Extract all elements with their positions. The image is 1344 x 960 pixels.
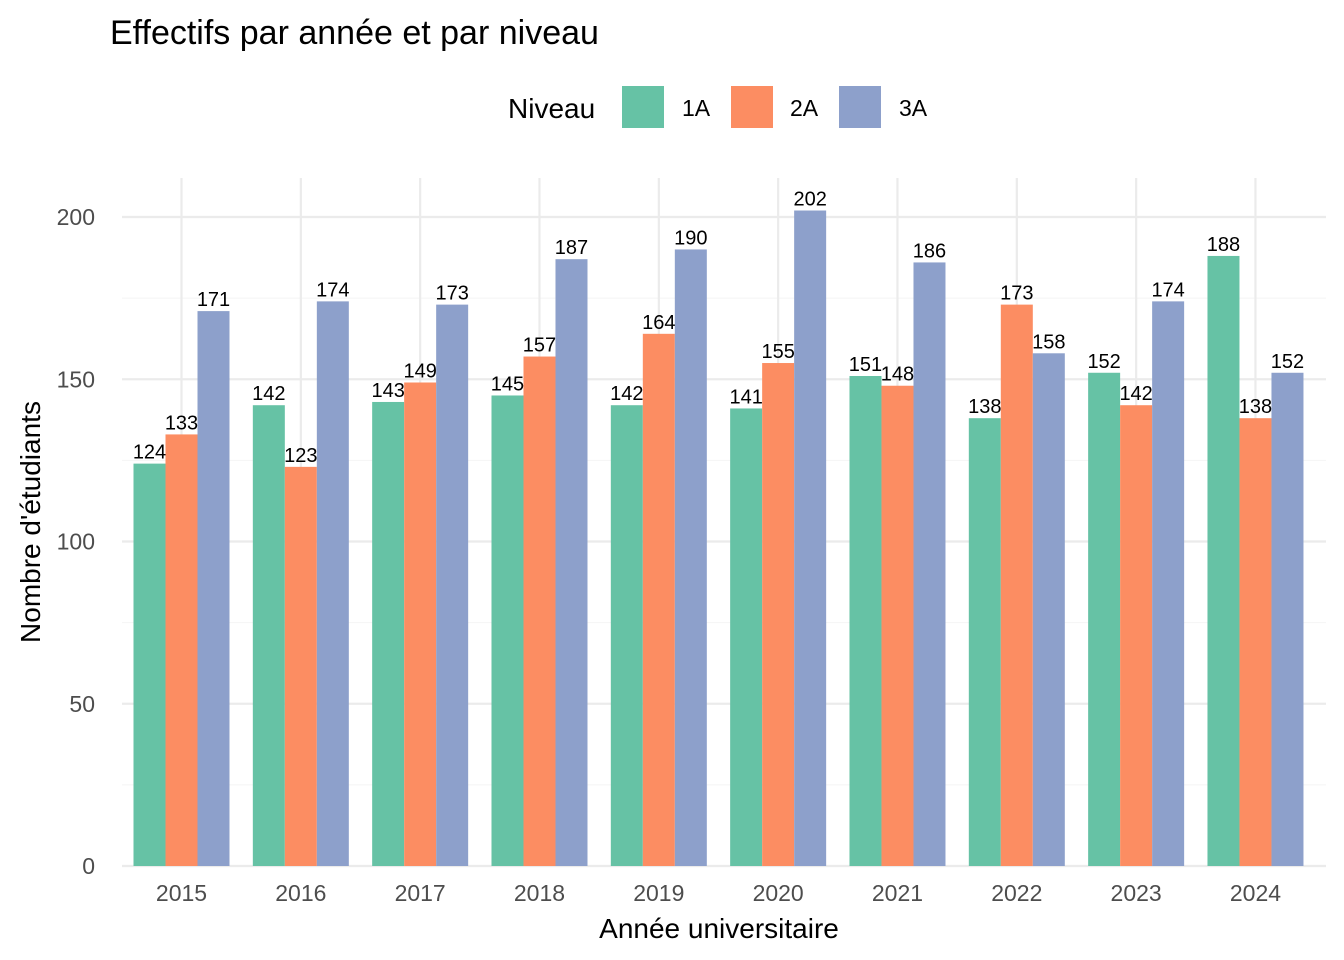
data-label-2A-2021: 148 bbox=[881, 364, 914, 386]
legend-label-2A: 2A bbox=[790, 95, 819, 121]
bar-2A-2018 bbox=[523, 356, 556, 866]
bar-3A-2023 bbox=[1152, 301, 1185, 866]
bar-1A-2016 bbox=[252, 405, 285, 866]
bar-2A-2019 bbox=[642, 333, 675, 866]
legend-label-1A: 1A bbox=[682, 95, 711, 121]
bar-2A-2015 bbox=[165, 434, 198, 866]
data-label-2A-2019: 164 bbox=[642, 312, 675, 334]
data-label-3A-2020: 202 bbox=[793, 189, 826, 211]
bar-3A-2024 bbox=[1271, 372, 1304, 866]
data-label-1A-2024: 188 bbox=[1207, 234, 1240, 256]
y-axis-ticks: 0 50 100 150 200 bbox=[57, 204, 95, 879]
legend-title: Niveau bbox=[508, 93, 595, 124]
bar-1A-2024 bbox=[1207, 255, 1240, 866]
x-tick-label: 2020 bbox=[753, 880, 804, 906]
bar-3A-2016 bbox=[316, 301, 349, 866]
legend: Niveau 1A 2A 3A bbox=[508, 86, 928, 128]
bar-2A-2021 bbox=[881, 385, 914, 866]
data-label-3A-2023: 174 bbox=[1151, 279, 1184, 301]
x-tick-label: 2016 bbox=[275, 880, 326, 906]
y-tick-label: 150 bbox=[57, 366, 95, 392]
y-axis-title: Nombre d'étudiants bbox=[15, 401, 46, 643]
x-axis-title: Année universitaire bbox=[599, 913, 839, 944]
data-label-2A-2024: 138 bbox=[1239, 396, 1272, 418]
bar-3A-2021 bbox=[913, 262, 946, 866]
data-label-1A-2020: 141 bbox=[729, 386, 762, 408]
x-tick-label: 2017 bbox=[395, 880, 446, 906]
chart-title: Effectifs par année et par niveau bbox=[110, 14, 599, 52]
bar-2A-2016 bbox=[284, 466, 317, 866]
bar-1A-2021 bbox=[849, 376, 882, 866]
legend-key-3A bbox=[839, 86, 881, 128]
legend-label-3A: 3A bbox=[899, 95, 928, 121]
data-label-3A-2017: 173 bbox=[435, 283, 468, 305]
data-label-1A-2021: 151 bbox=[849, 354, 882, 376]
data-label-1A-2017: 143 bbox=[371, 380, 404, 402]
data-label-3A-2024: 152 bbox=[1271, 351, 1304, 373]
x-axis-ticks: 2015 2016 2017 2018 2019 2020 2021 2022 2023 2024 bbox=[156, 880, 1281, 906]
bar-3A-2022 bbox=[1032, 353, 1065, 866]
data-label-1A-2022: 138 bbox=[968, 396, 1001, 418]
bar-3A-2015 bbox=[197, 311, 230, 867]
bar-1A-2023 bbox=[1088, 372, 1121, 866]
y-tick-label: 0 bbox=[82, 853, 95, 879]
bar-3A-2017 bbox=[436, 304, 469, 866]
data-label-3A-2018: 187 bbox=[555, 237, 588, 259]
data-label-2A-2015: 133 bbox=[165, 412, 198, 434]
legend-key-1A bbox=[622, 86, 664, 128]
x-tick-label: 2019 bbox=[633, 880, 684, 906]
x-tick-label: 2022 bbox=[991, 880, 1042, 906]
data-label-3A-2022: 158 bbox=[1032, 331, 1065, 353]
data-label-1A-2019: 142 bbox=[610, 383, 643, 405]
bars bbox=[133, 210, 1304, 867]
x-tick-label: 2023 bbox=[1111, 880, 1162, 906]
data-label-3A-2019: 190 bbox=[674, 227, 707, 249]
x-tick-label: 2021 bbox=[872, 880, 923, 906]
legend-key-2A bbox=[731, 86, 773, 128]
bar-2A-2023 bbox=[1120, 405, 1153, 866]
data-label-3A-2021: 186 bbox=[913, 240, 946, 262]
y-tick-label: 100 bbox=[57, 529, 95, 555]
data-label-3A-2016: 174 bbox=[316, 279, 349, 301]
bar-1A-2018 bbox=[491, 395, 524, 866]
y-tick-label: 200 bbox=[57, 204, 95, 230]
data-label-1A-2015: 124 bbox=[133, 442, 166, 464]
bar-3A-2018 bbox=[555, 259, 588, 866]
x-tick-label: 2024 bbox=[1230, 880, 1281, 906]
data-label-2A-2020: 155 bbox=[761, 341, 794, 363]
bar-1A-2017 bbox=[372, 401, 405, 866]
data-label-3A-2015: 171 bbox=[197, 289, 230, 311]
data-label-2A-2018: 157 bbox=[523, 335, 556, 357]
data-label-1A-2018: 145 bbox=[491, 373, 524, 395]
bar-3A-2020 bbox=[794, 210, 827, 866]
bar-1A-2020 bbox=[730, 408, 763, 866]
bar-3A-2019 bbox=[674, 249, 707, 866]
data-label-2A-2023: 142 bbox=[1119, 383, 1152, 405]
x-tick-label: 2018 bbox=[514, 880, 565, 906]
bar-1A-2019 bbox=[610, 405, 643, 866]
bar-2A-2020 bbox=[762, 363, 795, 866]
data-label-2A-2022: 173 bbox=[1000, 283, 1033, 305]
data-label-2A-2016: 123 bbox=[284, 445, 317, 467]
y-tick-label: 50 bbox=[69, 691, 95, 717]
bar-1A-2022 bbox=[968, 418, 1001, 866]
data-label-1A-2023: 152 bbox=[1087, 351, 1120, 373]
data-label-1A-2016: 142 bbox=[252, 383, 285, 405]
bar-2A-2024 bbox=[1239, 418, 1272, 866]
bar-2A-2017 bbox=[404, 382, 437, 866]
bar-2A-2022 bbox=[1000, 304, 1033, 866]
bar-1A-2015 bbox=[133, 463, 166, 866]
x-tick-label: 2015 bbox=[156, 880, 207, 906]
data-label-2A-2017: 149 bbox=[403, 360, 436, 382]
